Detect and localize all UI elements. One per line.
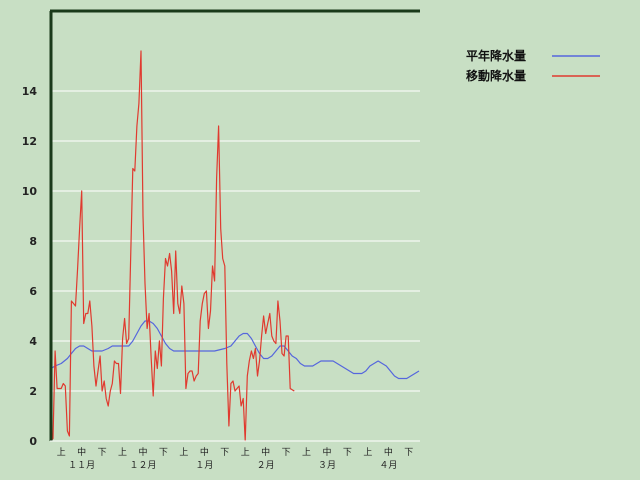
grid-lines	[51, 90, 420, 392]
legend-label: 平年降水量	[466, 48, 526, 63]
series-lines	[50, 50, 420, 442]
y-tick-label: 10	[22, 185, 38, 198]
series-line	[50, 50, 295, 442]
x-tick-label: 下	[343, 448, 352, 458]
x-month-label: １２月	[129, 460, 156, 471]
y-tick-labels: 0 2 4 6 8 10 12 14	[22, 85, 38, 448]
x-month-label: １１月	[68, 460, 95, 471]
x-tick-label: 上	[363, 447, 372, 458]
plot-area	[50, 11, 420, 441]
series-line	[50, 320, 420, 380]
y-tick-label: 6	[29, 285, 37, 298]
y-tick-label: 0	[29, 435, 37, 448]
x-tick-label: 下	[220, 448, 229, 458]
x-tick-label: 下	[404, 448, 413, 458]
y-tick-label: 8	[29, 235, 37, 248]
x-tick-label: 下	[282, 448, 291, 458]
y-tick-label: 2	[29, 385, 37, 398]
x-tick-label: 中	[384, 446, 393, 458]
x-tick-label: 下	[159, 448, 168, 458]
x-tick-label: 上	[57, 447, 66, 458]
x-tick-label: 上	[118, 447, 127, 458]
x-month-label: １月	[195, 460, 213, 471]
x-tick-label: 中	[322, 446, 331, 458]
x-tick-label: 上	[302, 447, 311, 458]
x-tick-label: 下	[98, 448, 107, 458]
x-tick-label: 上	[241, 447, 250, 458]
x-tick-label: 上	[179, 447, 188, 458]
x-month-label: ２月	[257, 460, 275, 471]
y-tick-label: 12	[22, 135, 37, 148]
x-tick-label: 中	[200, 446, 209, 458]
x-tick-label: 中	[77, 446, 86, 458]
y-tick-label: 4	[29, 335, 37, 348]
x-month-label: ４月	[379, 460, 397, 471]
y-tick-label: 14	[22, 85, 38, 98]
legend-label: 移動降水量	[466, 68, 526, 83]
x-month-label: ３月	[318, 460, 336, 471]
x-tick-label: 中	[261, 446, 270, 458]
x-tick-labels: 上中下上中下上中下上中下上中下上中下１１月 １２月 １月 ２月 ３月 ４月	[57, 446, 414, 471]
x-tick-label: 中	[138, 446, 147, 458]
